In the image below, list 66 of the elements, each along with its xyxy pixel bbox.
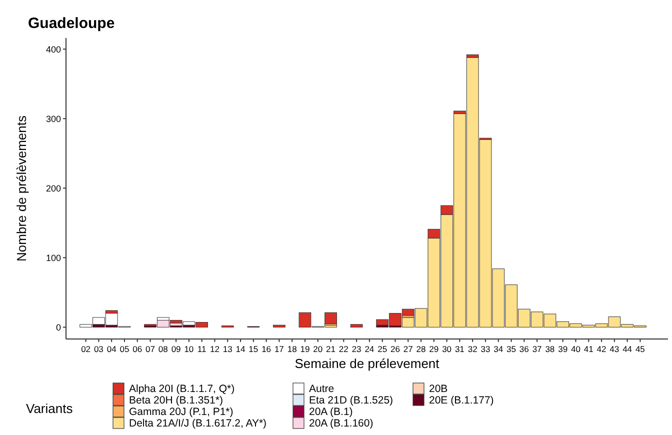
bar [273,324,286,328]
x-tick-label: 19 [300,344,310,354]
x-tick-label: 42 [596,344,607,354]
legend-label: Alpha 20I (B.1.1.7, Q*) [129,383,235,395]
x-tick-label: 14 [236,344,246,354]
x-tick-label: 28 [416,344,426,354]
legend-label: Autre [309,383,334,395]
x-tick-label: 10 [184,344,194,354]
y-tick-label: 300 [46,114,61,124]
x-tick-label: 23 [352,344,362,354]
x-tick-label: 30 [442,344,452,354]
x-tick-label: 31 [454,344,465,354]
x-tick-label: 40 [571,344,581,354]
legend-label: 20B [429,383,448,395]
legend-label: Beta 20H (B.1.351*) [129,394,223,406]
x-tick-label: 09 [171,344,182,354]
x-tick-label: 37 [532,344,542,354]
x-tick-label: 25 [378,344,388,354]
x-tick-label: 20 [313,344,323,354]
x-tick-label: 33 [480,344,490,354]
x-tick-label: 45 [635,344,646,354]
legend-title: Variants [26,401,74,416]
x-tick-label: 44 [622,344,632,354]
x-tick-label: 11 [197,344,207,354]
x-tick-label: 04 [106,344,117,354]
x-tick-label: 07 [146,344,156,354]
x-axis-title: Semaine de prélevement [294,356,440,371]
legend-label: 20E (B.1.177) [429,394,494,406]
x-tick-label: 08 [158,344,168,354]
legend-label: 20A (B.1.160) [309,418,374,430]
x-tick-label: 29 [429,344,439,354]
x-tick-label: 41 [584,344,594,354]
x-tick-label: 34 [494,344,504,354]
chart-title: Guadeloupe [28,15,115,32]
x-tick-label: 43 [610,344,620,354]
x-tick-label: 06 [132,344,142,354]
y-tick-label: 200 [46,183,61,194]
x-tick-label: 03 [94,344,104,354]
x-tick-label: 17 [274,344,284,354]
x-tick-label: 36 [519,344,530,354]
x-tick-label: 32 [468,344,478,354]
x-tick-label: 12 [210,344,220,354]
x-tick-label: 39 [558,344,568,354]
legend-label: 20A (B.1) [309,406,353,418]
x-tick-label: 16 [262,344,272,354]
x-tick-label: 38 [545,344,555,354]
x-tick-label: 15 [248,344,258,354]
x-tick-label: 35 [506,344,516,354]
bar [324,312,337,324]
x-tick-label: 21 [326,344,336,354]
x-tick-label: 05 [120,344,130,354]
x-tick-label: 13 [222,344,233,354]
legend-label: Delta 21A/I/J (B.1.617.2, AY*) [129,418,267,430]
legend-label: Eta 21D (B.1.525) [309,394,394,406]
x-tick-label: 22 [338,344,349,354]
x-tick-label: 18 [287,344,298,354]
x-tick-label: 24 [364,344,374,354]
bar [350,324,363,328]
x-tick-label: 26 [390,344,400,354]
y-tick-label: 0 [56,322,61,332]
x-tick-label: 27 [403,344,414,354]
x-tick-label: 02 [81,344,91,354]
y-tick-label: 400 [46,44,61,54]
legend-label: Gamma 20J (P.1, P1*) [129,406,234,418]
y-tick-label: 100 [46,252,61,263]
y-axis-title: Nombre de prélèvements [14,115,29,262]
